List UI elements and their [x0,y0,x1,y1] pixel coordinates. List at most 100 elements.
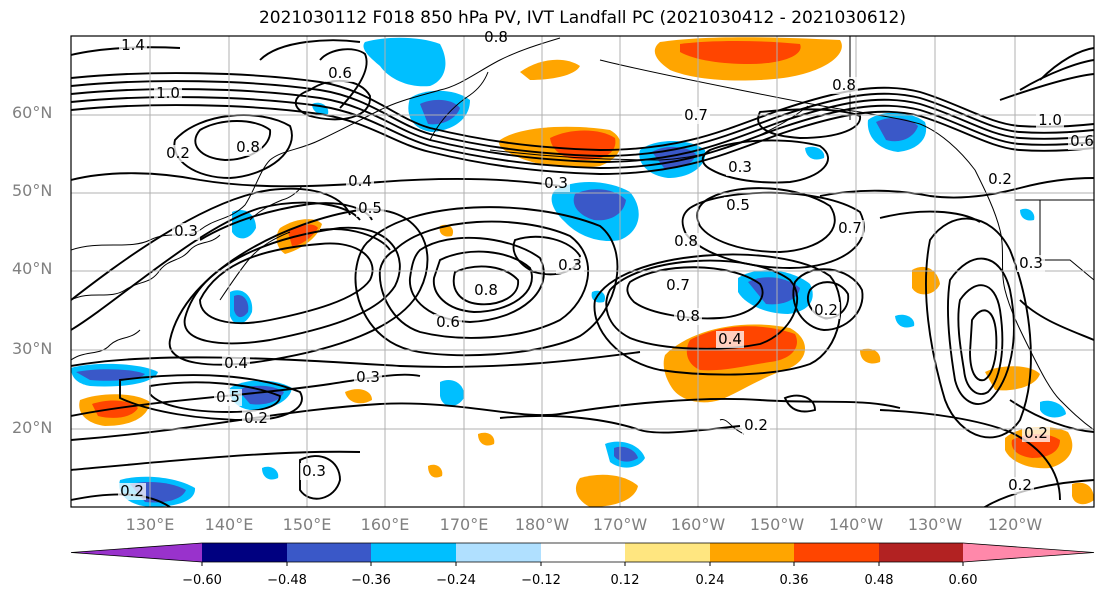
lon-label: 140°E [204,515,254,534]
contour-label: 1.0 [1038,111,1062,129]
anomaly-positive [520,59,580,80]
contour-label-bg [1017,255,1045,272]
anomaly-negative [876,117,918,142]
contour-label: 0.5 [216,388,240,406]
coastline-asia [71,234,221,301]
colorbar-segment [456,543,541,562]
anomaly-negative [1020,208,1035,221]
contour-label-bg [674,308,702,325]
contour-label-bg [1036,112,1064,129]
contour-label: 0.4 [348,172,372,190]
contour [879,409,1061,501]
contour-label-bg [1022,425,1050,442]
lon-label: 120°W [987,515,1043,534]
jet-contour [319,48,368,109]
contour-label-bg [172,223,200,240]
contour-label-bg [726,159,754,176]
anomaly-negative [262,466,279,480]
contour-label: 0.2 [1008,476,1032,494]
coastline-asia [71,37,561,251]
lon-label: 150°W [749,515,805,534]
contour [354,206,619,357]
colorbar-segment [625,543,710,562]
anomaly-positive [428,464,443,478]
contour-label: 0.2 [1024,424,1048,442]
contour-label: 0.4 [224,354,248,372]
contour [71,201,361,331]
contour-label: 0.2 [120,482,144,500]
contour [499,414,741,434]
gridlines [71,36,1094,507]
anomaly-negative [234,294,249,318]
colorbar-tick: −0.60 [182,573,222,588]
map-title: 2021030112 F018 850 hPa PV, IVT Landfall… [258,8,906,28]
contour [925,217,1032,439]
contour-label: 0.5 [726,196,750,214]
contour-label-bg [830,77,858,94]
colorbar-extend-min [71,543,202,562]
contour-label-bg [222,355,250,372]
contour [696,187,836,253]
islands-hawaii [719,419,745,435]
contour-label: 0.7 [684,106,708,124]
contour [259,39,361,61]
coastline-aleutians [489,105,809,161]
contour [119,374,303,421]
contour-label-bg [482,29,510,46]
colorbar-segment [710,543,794,562]
contour [701,139,829,184]
contour-label-bg [1068,133,1096,150]
contour-label-bg [154,85,182,102]
lon-label: 160°E [360,515,410,534]
jet-contour [71,104,1094,175]
lon-label: 150°E [282,515,332,534]
contour [299,455,341,500]
coastline-japan [249,185,303,221]
contour [452,265,519,306]
contour [626,266,764,320]
lon-label: 180°W [514,515,570,534]
contour-label: 0.8 [832,76,856,94]
contour-label-bg [356,200,384,217]
contour-label: 0.7 [838,219,862,237]
contour [71,351,641,368]
contour [783,394,816,413]
jet-contour [71,80,1094,157]
contour-label-bg [542,175,570,192]
contour-label: 0.6 [1070,132,1094,150]
lon-label: 130°W [907,515,963,534]
contour-label-bg [242,410,270,427]
contour-label-bg [682,107,710,124]
contour-label-bg [434,314,462,331]
lat-label: 30°N [12,339,53,358]
contour-label-bg [164,145,192,162]
contour [1019,59,1094,91]
contour-label-bg [118,483,146,500]
jet-contour [71,72,1094,151]
contour-label: 0.3 [728,158,752,176]
lon-label: 170°E [439,515,489,534]
lat-label: 40°N [12,259,53,278]
anomaly-positive [686,326,798,371]
contour [149,381,281,413]
anomaly-positive [680,41,801,64]
colorbar-tick: 0.36 [779,573,809,588]
colorbar-tick: 0.24 [695,573,725,588]
contour [807,281,850,320]
contour [792,268,864,331]
colorbar-segment [541,543,625,562]
lon-label: 170°W [592,515,648,534]
coastline-kamchatka [429,71,489,141]
contour-label: 0.3 [174,222,198,240]
contour-label: 0.2 [988,170,1012,188]
contour-label: 0.8 [236,138,260,156]
lat-label: 50°N [12,181,53,200]
colorbar-segment [287,543,371,562]
contour-label-bg [346,173,374,190]
anomaly-positive [1072,482,1094,505]
contour-label: 0.2 [166,144,190,162]
contour [409,236,545,323]
contour [999,73,1094,101]
contour-label-bg [556,257,584,274]
